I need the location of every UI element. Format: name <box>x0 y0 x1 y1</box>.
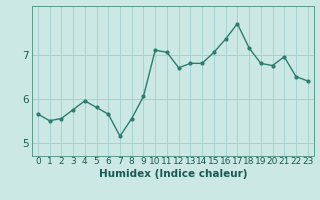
X-axis label: Humidex (Indice chaleur): Humidex (Indice chaleur) <box>99 169 247 179</box>
